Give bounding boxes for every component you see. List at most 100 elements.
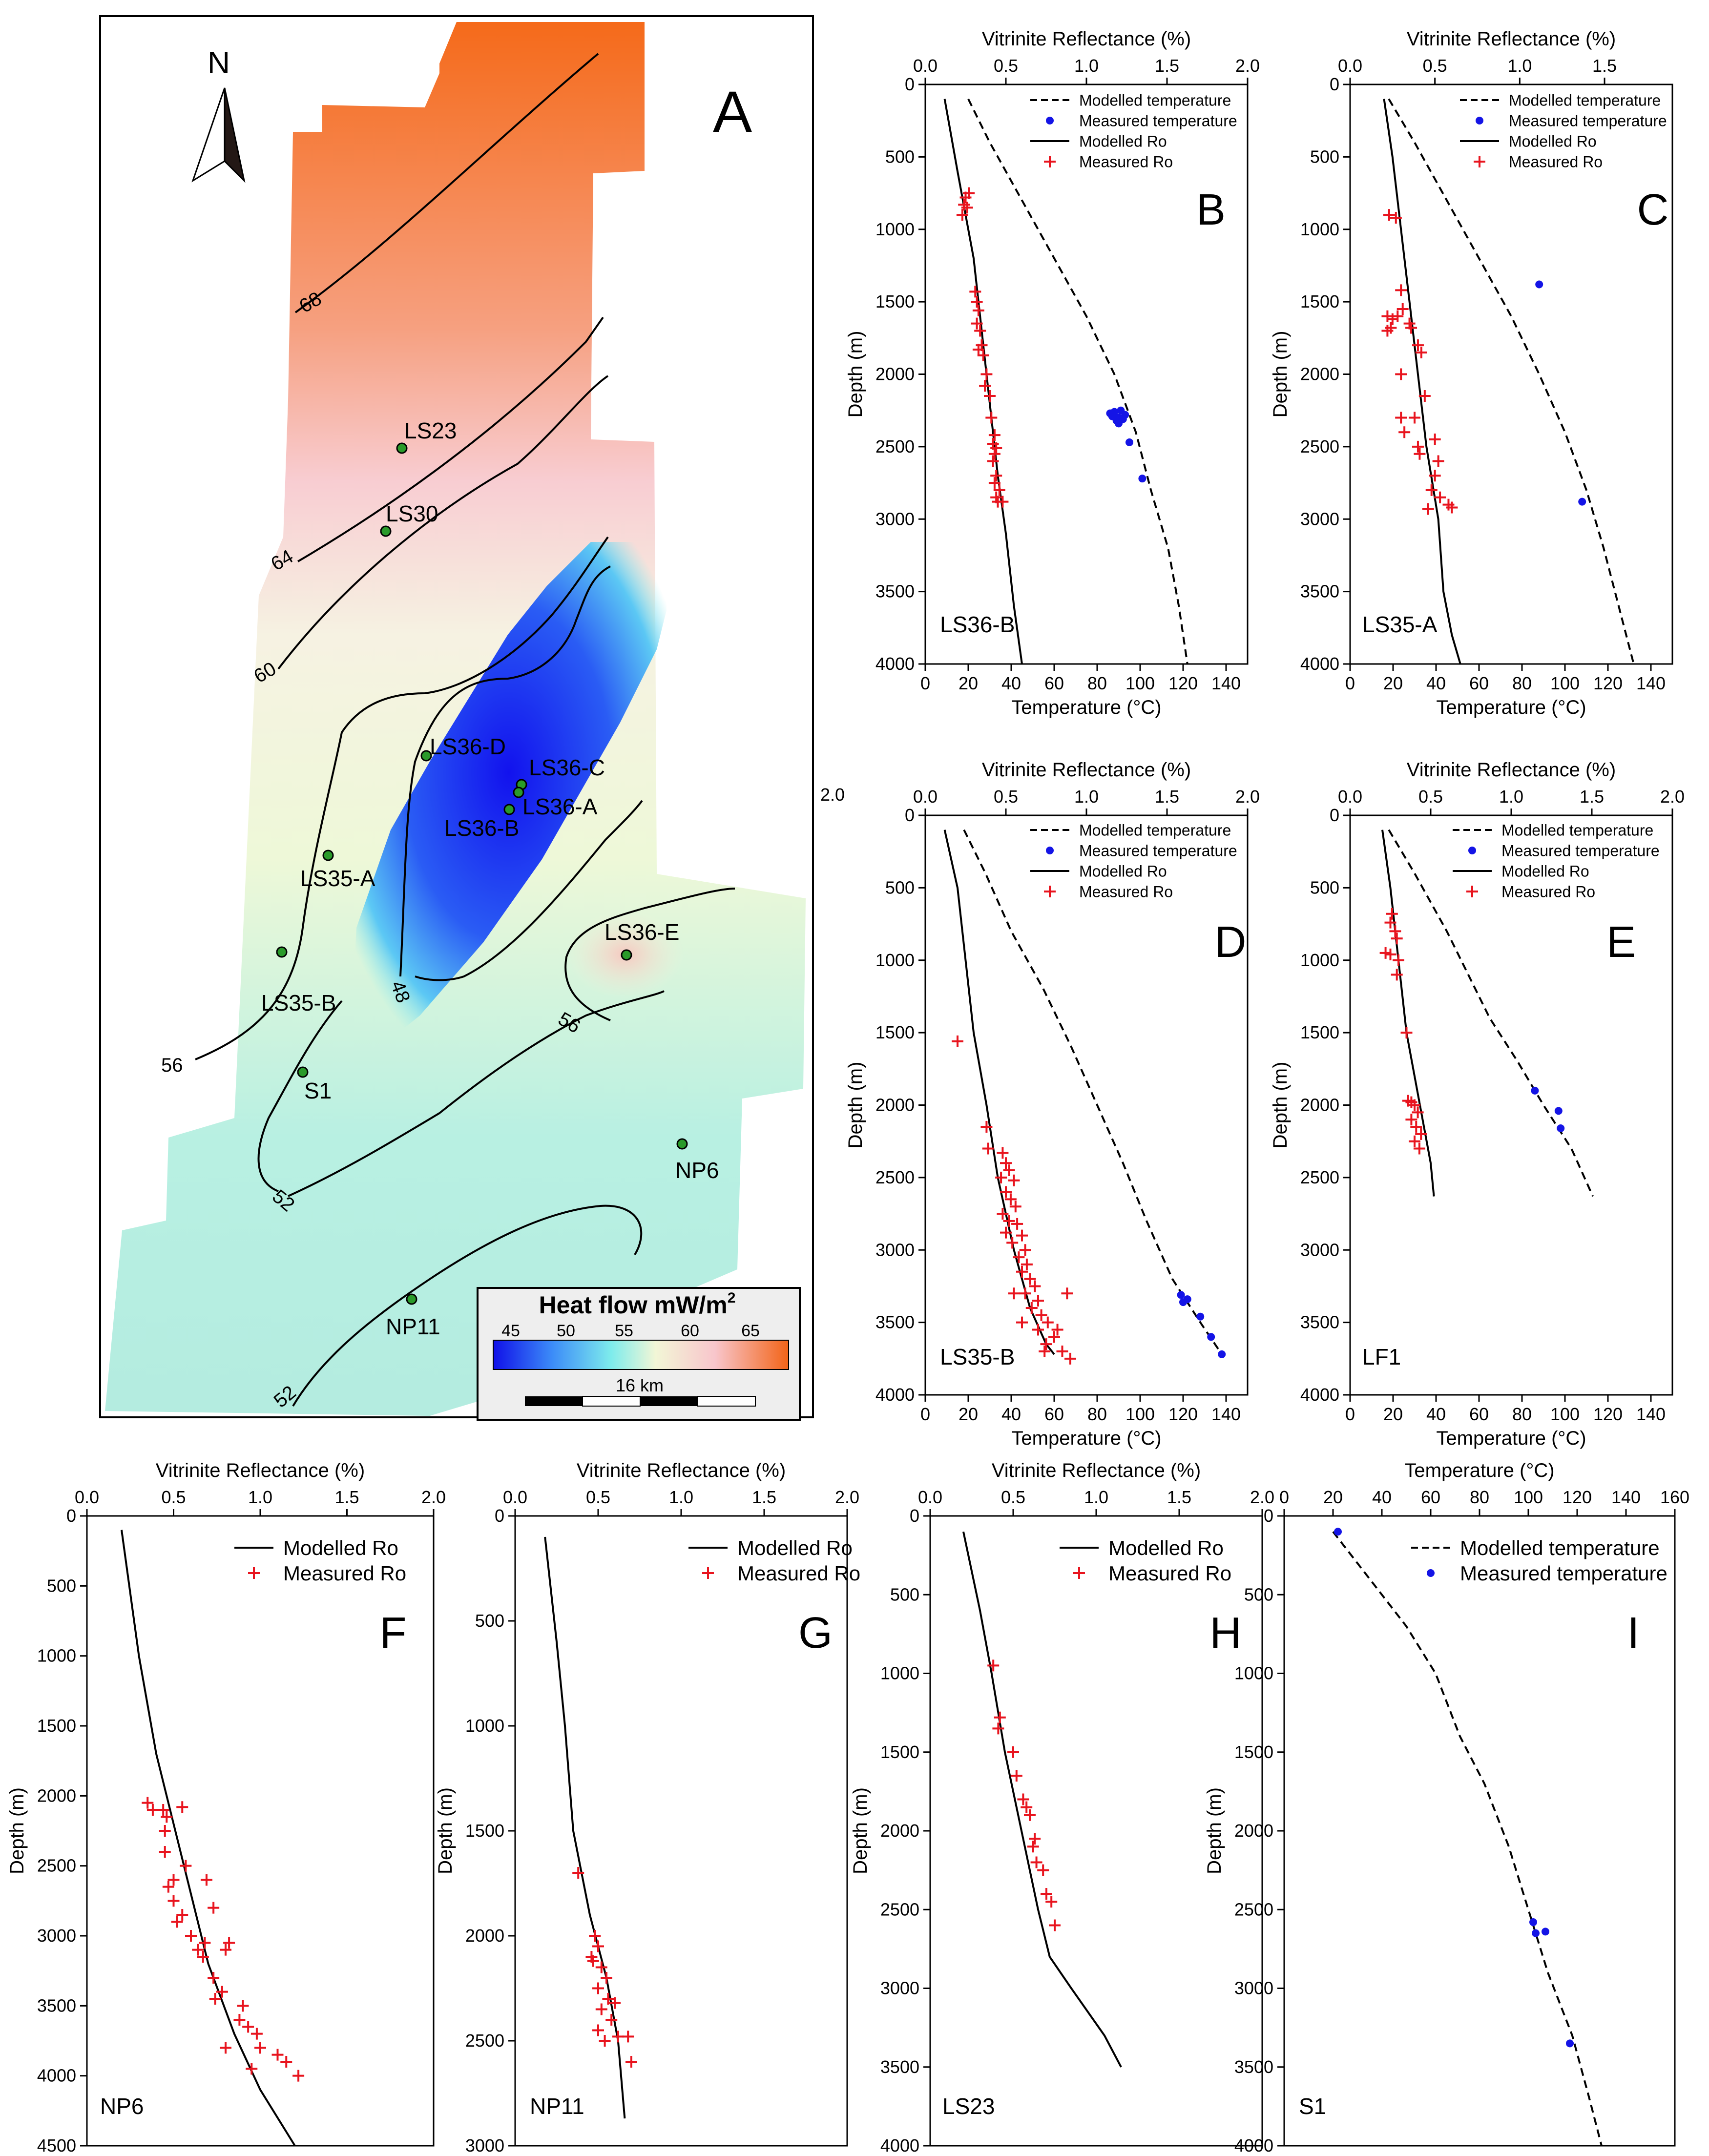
- measured-ro-point-D-0: [952, 1035, 963, 1047]
- measured-ro-point-E-2: [1389, 925, 1401, 937]
- legend-label-E-1: Measured temperature: [1501, 842, 1660, 860]
- top-tick-label-G-1.5: 1.5: [752, 1487, 776, 1507]
- well-name-I: S1: [1299, 2094, 1326, 2119]
- y-tick-label-D-0: 0: [905, 805, 915, 825]
- north-label: N: [208, 45, 230, 80]
- y-tick-label-F-3500: 3500: [37, 1995, 76, 2015]
- plot-frame-D: [924, 814, 1249, 1396]
- legend-label-H-1: Measured Ro: [1108, 1562, 1231, 1585]
- measured-ro-point-H-10: [1030, 1856, 1042, 1868]
- measured-ro-point-B-7: [972, 304, 984, 316]
- top-tick-label-G-0.0: 0.0: [503, 1487, 527, 1507]
- top-tick-label-D-2.0: 2.0: [1235, 787, 1260, 807]
- top-tick-label-I-0: 0: [1279, 1487, 1289, 1507]
- well-dot-LS36-B: [503, 804, 515, 815]
- bottom-tick-label-D-40: 40: [1001, 1404, 1021, 1424]
- measured-ro-point-G-10: [605, 2014, 618, 2026]
- y-tick-label-H-0: 0: [910, 1506, 919, 1526]
- measured-ro-point-H-14: [1049, 1919, 1061, 1931]
- y-tick-label-H-4000: 4000: [880, 2135, 919, 2156]
- bottom-axis-title-E: Temperature (°C): [1436, 1428, 1586, 1449]
- modelled-temperature-line-E: [1388, 829, 1594, 1197]
- bottom-axis-title-B: Temperature (°C): [1011, 697, 1161, 718]
- legend-label-D-2: Modelled Ro: [1079, 863, 1167, 880]
- legend-tick-65: 65: [741, 1322, 760, 1340]
- measured-ro-point-D-1: [980, 1121, 993, 1133]
- measured-ro-point-C-18: [1429, 434, 1441, 446]
- measured-ro-point-B-12: [977, 349, 989, 361]
- measured-ro-point-B-27: [992, 496, 1004, 508]
- measured-ro-point-F-33: [292, 2070, 305, 2082]
- measured-ro-point-E-17: [1405, 1096, 1417, 1108]
- measured-ro-point-G-5: [601, 1972, 612, 1984]
- y-tick-label-G-1000: 1000: [465, 1716, 504, 1736]
- bottom-tick-label-B-100: 100: [1125, 673, 1155, 693]
- top-tick-label-C-1.5: 1.5: [1592, 56, 1617, 76]
- plot-frame-I: [1283, 1515, 1676, 2147]
- chart-E: 0.0 0.5 1.0 1.5 2.0 Vitrinite Reflectance (%)…: [1270, 759, 1685, 1449]
- well-label-LS23: LS23: [404, 418, 457, 443]
- measured-temperature-point-E-1: [1554, 1107, 1563, 1115]
- measured-ro-point-G-2: [592, 1940, 604, 1952]
- measured-ro-point-H-13: [1045, 1896, 1058, 1908]
- well-label-LS35-B: LS35-B: [261, 990, 336, 1016]
- top-tick-label-D-0.5: 0.5: [994, 787, 1018, 807]
- panel-letter-I: I: [1627, 1609, 1639, 1658]
- measured-ro-point-D-6: [995, 1171, 1007, 1183]
- measured-temperature-point-I-1: [1529, 1918, 1537, 1927]
- legend-label-D-1: Measured temperature: [1079, 842, 1237, 860]
- y-tick-label-E-3000: 3000: [1300, 1240, 1339, 1260]
- modelled-ro-line-E: [1381, 829, 1435, 1197]
- y-tick-label-F-500: 500: [47, 1576, 76, 1596]
- measured-ro-point-B-8: [971, 317, 983, 330]
- y-tick-label-I-2500: 2500: [1234, 1899, 1273, 1919]
- measured-ro-point-C-12: [1415, 346, 1427, 358]
- measured-ro-point-C-13: [1395, 368, 1407, 380]
- well-label-NP11: NP11: [386, 1314, 440, 1339]
- y-tick-label-H-3000: 3000: [880, 1978, 919, 1998]
- well-dot-S1: [297, 1066, 309, 1078]
- measured-ro-point-E-15: [1409, 1135, 1420, 1147]
- measured-ro-point-C-22: [1429, 470, 1441, 482]
- measured-ro-point-F-21: [208, 1972, 220, 1984]
- measured-ro-point-G-13: [599, 2035, 611, 2047]
- measured-ro-point-D-24: [1032, 1295, 1044, 1307]
- measured-ro-point-D-21: [1024, 1273, 1036, 1285]
- y-tick-label-F-3000: 3000: [37, 1926, 76, 1946]
- legend-tick-45: 45: [501, 1322, 520, 1340]
- bottom-tick-label-E-80: 80: [1512, 1404, 1532, 1424]
- top-tick-label-G-1.0: 1.0: [669, 1487, 693, 1507]
- y-tick-label-D-3000: 3000: [875, 1240, 915, 1260]
- legend-label-G-1: Measured Ro: [737, 1562, 860, 1585]
- measured-ro-point-F-10: [200, 1874, 212, 1886]
- legend-label-E-0: Modelled temperature: [1501, 822, 1653, 839]
- measured-ro-point-B-14: [979, 380, 991, 392]
- measured-ro-point-F-31: [280, 2056, 292, 2068]
- contour-68: [294, 53, 599, 313]
- measured-temperature-point-E-0: [1531, 1086, 1539, 1095]
- legend-swatch-measured-ro-C: [1474, 156, 1485, 167]
- scale-bar-label: 16 km: [616, 1375, 664, 1395]
- top-tick-label-I-140: 140: [1611, 1487, 1641, 1507]
- measured-ro-point-C-3: [1396, 303, 1409, 315]
- y-tick-label-E-0: 0: [1330, 805, 1339, 825]
- top-tick-label-B-2.0: 2.0: [1235, 56, 1260, 76]
- y-tick-label-I-1500: 1500: [1234, 1742, 1273, 1762]
- well-dot-NP6: [676, 1138, 688, 1150]
- stray-axis-label: 2.0: [820, 785, 845, 805]
- top-tick-label-B-1.5: 1.5: [1155, 56, 1179, 76]
- contour-60: [277, 375, 609, 670]
- measured-ro-point-F-16: [192, 1944, 204, 1956]
- y-tick-label-D-500: 500: [885, 877, 915, 897]
- measured-ro-point-D-20: [1016, 1265, 1028, 1278]
- scale-bar-seg-2: [582, 1396, 641, 1407]
- measured-ro-point-C-6: [1386, 313, 1398, 325]
- legend-tick-55: 55: [615, 1322, 633, 1340]
- measured-ro-point-D-28: [1032, 1324, 1044, 1336]
- top-tick-label-D-1.5: 1.5: [1155, 787, 1179, 807]
- contour-label-56-west: 56: [161, 1055, 183, 1076]
- measured-ro-point-D-34: [1051, 1324, 1063, 1336]
- top-tick-label-E-1.5: 1.5: [1580, 787, 1604, 807]
- bottom-tick-label-B-80: 80: [1087, 673, 1107, 693]
- legend-label-E-2: Modelled Ro: [1501, 863, 1589, 880]
